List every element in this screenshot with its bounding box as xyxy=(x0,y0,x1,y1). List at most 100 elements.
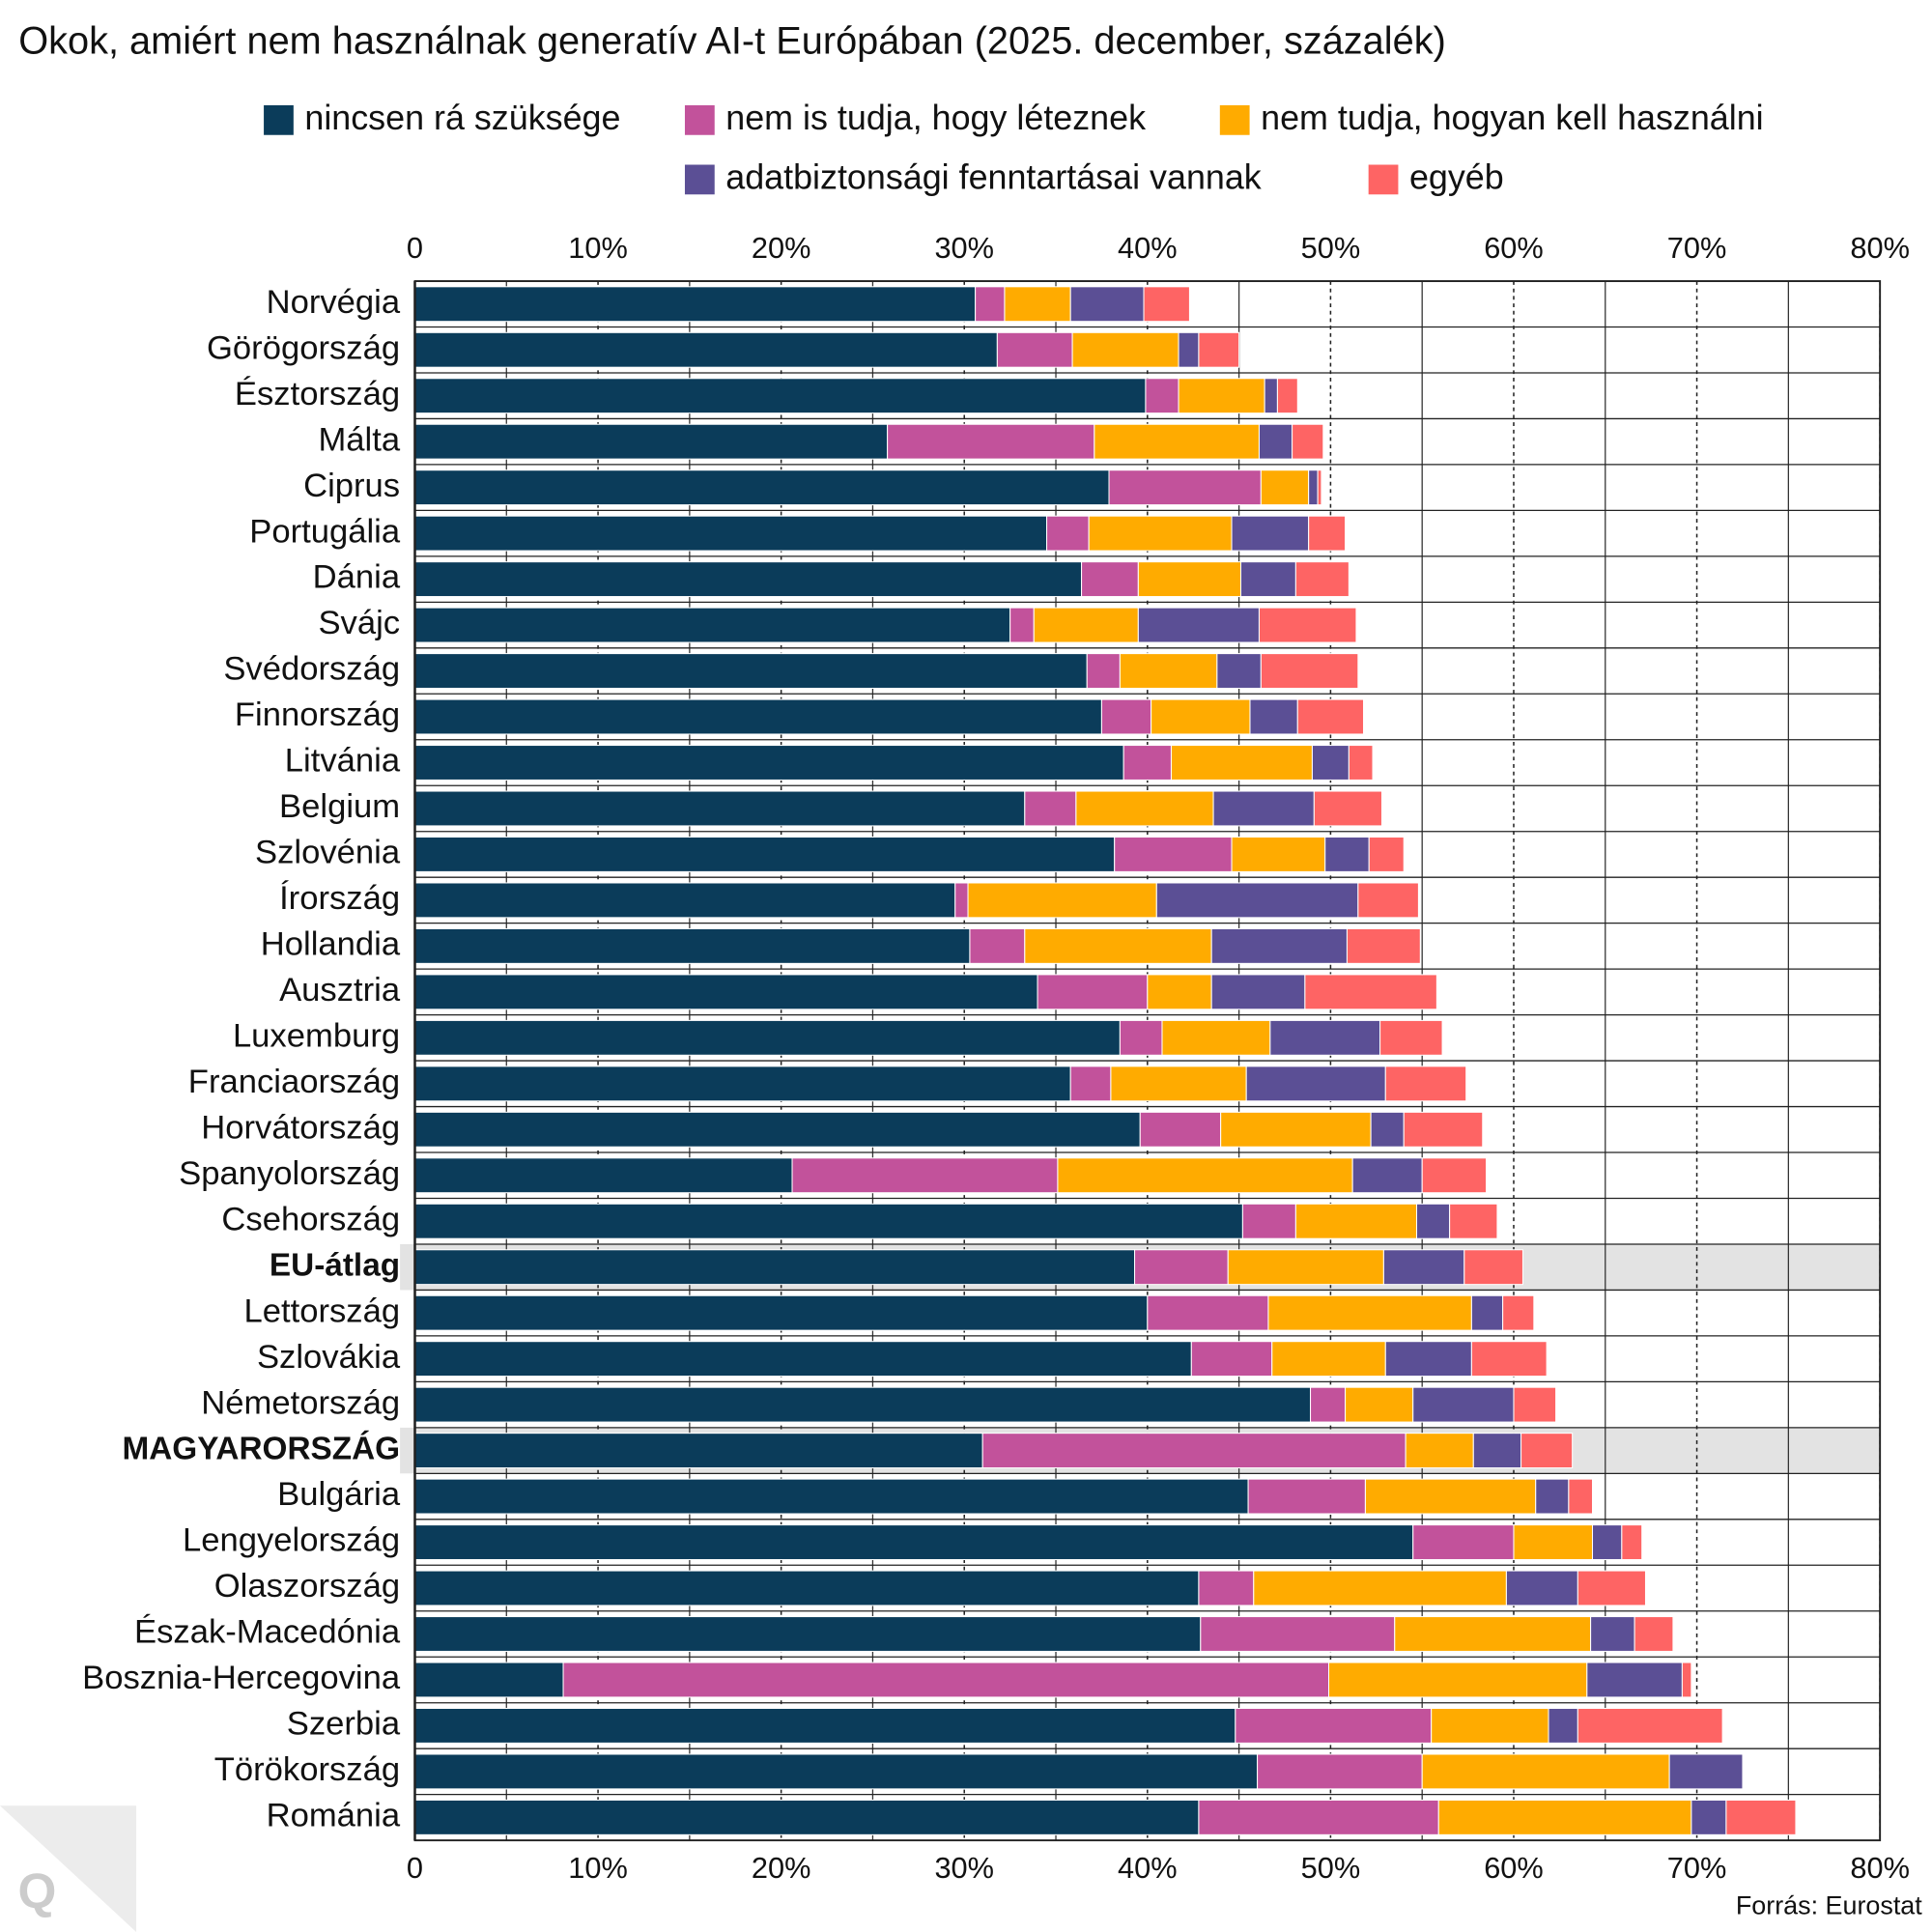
bar-segment xyxy=(1513,1386,1557,1423)
category-label: Spanyolország xyxy=(179,1155,400,1192)
bar-segment xyxy=(413,1249,1136,1286)
legend-swatch xyxy=(684,164,715,195)
bar-segment xyxy=(413,882,956,919)
bar-segment xyxy=(1178,331,1200,368)
bar-segment xyxy=(1304,974,1437,1010)
category-label: Franciaország xyxy=(188,1064,400,1100)
bar-segment xyxy=(1069,286,1145,323)
bar-segment xyxy=(1276,378,1298,414)
bar-segment xyxy=(1292,423,1324,460)
bar-segment xyxy=(413,561,1083,598)
bar-segment xyxy=(1294,561,1350,598)
bar-segment xyxy=(1108,469,1262,506)
bar-segment xyxy=(975,286,1006,323)
x-tick-label-top: 10% xyxy=(568,231,628,265)
x-tick-label-bottom: 80% xyxy=(1850,1851,1910,1885)
category-label: Portugália xyxy=(249,513,401,550)
bar-segment xyxy=(1081,561,1139,598)
bar-segment xyxy=(1071,331,1179,368)
bar-segment xyxy=(1313,790,1383,827)
bar-segment xyxy=(1114,836,1233,872)
bar-segment xyxy=(1568,1478,1594,1515)
category-label: Finnország xyxy=(235,696,400,733)
bar-segment xyxy=(1110,1065,1247,1102)
bar-segment xyxy=(1590,1616,1635,1652)
bar-segment xyxy=(1505,1570,1578,1606)
bar-segment xyxy=(413,1111,1141,1148)
bar-segment xyxy=(1212,790,1315,827)
bar-segment xyxy=(1037,974,1149,1010)
category-label: Szlovénia xyxy=(255,835,401,871)
category-label: Ciprus xyxy=(303,468,400,504)
bar-segment xyxy=(1348,745,1374,781)
bar-segment xyxy=(1725,1799,1797,1835)
bar-segment xyxy=(413,331,998,368)
bar-segment xyxy=(1308,515,1347,552)
bar-segment xyxy=(1147,1294,1269,1331)
bar-segment xyxy=(1088,515,1233,552)
bar-segment xyxy=(1324,836,1370,872)
bar-segment xyxy=(1170,745,1313,781)
bar-segment xyxy=(1668,1753,1744,1790)
bar-segment xyxy=(1431,1707,1549,1744)
x-tick-label-top: 0 xyxy=(407,231,423,265)
bar-segment xyxy=(1472,1433,1522,1469)
bar-segment xyxy=(1535,1478,1570,1515)
bar-segment xyxy=(1231,836,1326,872)
bar-segment xyxy=(1004,286,1071,323)
logo: Q xyxy=(18,1863,57,1918)
bar-segment xyxy=(1463,1249,1523,1286)
bar-segment xyxy=(1421,1157,1488,1194)
bar-segment xyxy=(1241,1203,1296,1239)
bar-segment xyxy=(1351,1157,1423,1194)
bar-segment xyxy=(1379,1019,1443,1056)
bar-segment xyxy=(1231,515,1310,552)
x-tick-label-top: 50% xyxy=(1301,231,1361,265)
bar-segment xyxy=(1122,745,1172,781)
bar-segment xyxy=(1690,1799,1727,1835)
bar-segment xyxy=(1317,469,1322,506)
bar-segment xyxy=(413,698,1102,735)
bar-segment xyxy=(413,790,1026,827)
category-label: Olaszország xyxy=(214,1568,400,1605)
bar-segment xyxy=(1190,1341,1273,1378)
bar-segment xyxy=(1143,286,1190,323)
bar-segment xyxy=(1119,1019,1163,1056)
bar-segment xyxy=(1345,1386,1414,1423)
bar-segment xyxy=(1260,469,1310,506)
bar-segment xyxy=(1137,561,1242,598)
bar-segment xyxy=(1198,1570,1255,1606)
bar-segment xyxy=(1247,1478,1366,1515)
bar-segment xyxy=(413,1524,1414,1561)
bar-segment xyxy=(1384,1341,1472,1378)
bar-segment xyxy=(1258,607,1357,643)
bar-segment xyxy=(413,286,977,323)
bar-segment xyxy=(1227,1249,1384,1286)
bar-segment xyxy=(413,1662,564,1698)
bar-segment xyxy=(967,882,1157,919)
category-label: Svédország xyxy=(223,651,400,688)
bar-segment xyxy=(1253,1570,1507,1606)
category-label: Luxemburg xyxy=(233,1017,400,1054)
bar-segment xyxy=(954,882,969,919)
bar-segment xyxy=(1591,1524,1623,1561)
x-tick-label-bottom: 70% xyxy=(1667,1851,1727,1885)
x-tick-label-top: 60% xyxy=(1484,231,1544,265)
bar-segment xyxy=(1009,607,1035,643)
legend-swatch xyxy=(264,104,294,135)
category-label: Litvánia xyxy=(285,743,401,780)
bar-segment xyxy=(1024,790,1077,827)
legend-swatch xyxy=(684,104,715,135)
category-label: Bulgária xyxy=(277,1476,401,1513)
x-tick-label-bottom: 40% xyxy=(1118,1851,1178,1885)
bar-segment xyxy=(1198,331,1240,368)
category-label: Észtország xyxy=(235,375,400,412)
category-label: Szerbia xyxy=(287,1706,401,1743)
category-label: Görögország xyxy=(207,329,400,366)
bar-segment xyxy=(791,1157,1059,1194)
bar-segment xyxy=(1586,1662,1683,1698)
bar-segment xyxy=(413,378,1147,414)
bar-segment xyxy=(1235,1707,1433,1744)
bar-segment xyxy=(1046,515,1090,552)
